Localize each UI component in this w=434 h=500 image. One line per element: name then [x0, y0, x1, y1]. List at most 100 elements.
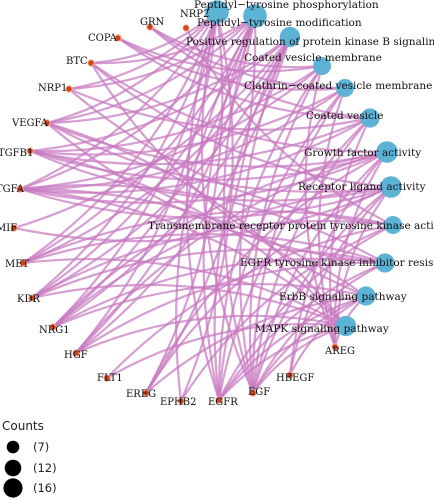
edge-pym-nrg1: [52, 15, 257, 328]
gene-label-egf: EGF: [248, 387, 270, 398]
edge-ccv-copa: [117, 37, 346, 91]
gene-label-areg: AREG: [324, 346, 355, 357]
edge-trk-kdr: [31, 220, 394, 299]
gene-node-grn: [146, 23, 154, 31]
term-label-mapk: MAPK signaling pathway: [255, 323, 389, 335]
gene-node-ereg: [142, 389, 150, 397]
gene-node-copa: [114, 34, 122, 42]
term-label-pym: Peptidyl−tyrosine modification: [197, 17, 362, 29]
edge-gfa-egf: [251, 151, 388, 394]
edge-trk-nrp2: [185, 27, 394, 226]
edge-pyp-tgfa: [19, 11, 218, 191]
gene-node-hgf: [72, 349, 80, 357]
legend-size-marker-12: [4, 459, 22, 477]
edge-erbb-egf: [252, 294, 367, 394]
term-label-erbb: ErbB signaling pathway: [279, 291, 407, 303]
gene-label-tgfa: TGFA: [0, 184, 25, 195]
gene-label-copa: COPA: [88, 33, 118, 44]
edge-gfa-ereg: [145, 151, 388, 394]
edge-egfr_tki-met: [22, 232, 386, 265]
gene-label-egfr: EGFR: [208, 397, 238, 408]
term-node-pkb: [279, 26, 301, 48]
edge-mapk-met: [22, 257, 347, 327]
term-label-gfa: Growth factor activity: [304, 147, 421, 159]
edge-erbb-hbegf: [289, 295, 367, 376]
edge-erbb-btc: [90, 62, 367, 298]
term-node-ccv: [336, 79, 354, 97]
gene-label-nrp1: NRP1: [38, 83, 67, 94]
gene-node-areg: [331, 343, 339, 351]
edge-egfr_tki-kdr: [31, 248, 386, 300]
term-label-pkb: Positive regulation of protein kinase B …: [186, 36, 434, 48]
term-node-layer: [205, 0, 402, 337]
edge-ccv-areg: [317, 87, 347, 348]
term-label-trk: Transmembrane receptor protein tyrosine …: [148, 220, 434, 232]
edge-egfr_tki-hgf: [75, 261, 386, 354]
legend-label-7: (7): [33, 440, 49, 454]
legend-label-12: (12): [33, 461, 57, 475]
legend-size-marker-7: [6, 440, 20, 454]
edge-mapk-hgf: [75, 314, 347, 355]
edge-gfa-btc: [90, 62, 388, 154]
term-node-egfr_tki: [375, 253, 395, 273]
edge-cv-grn: [149, 26, 371, 120]
edge-pkb-tgfb1: [29, 36, 291, 153]
edge-rla-tgfa: [19, 185, 392, 219]
term-node-pym: [243, 4, 267, 28]
edge-pym-nrp1: [68, 15, 256, 91]
gene-node-hbegf: [286, 371, 294, 379]
gene-node-egfr: [215, 396, 223, 404]
gene-node-tgfa: [16, 185, 24, 193]
edge-cv-copa: [117, 37, 371, 120]
edge-pym-vegfa: [46, 15, 256, 125]
gene-node-mif: [10, 224, 18, 232]
gene-label-ereg: EREG: [126, 389, 156, 400]
edge-cvm-egfr: [217, 65, 323, 401]
gene-node-btc: [87, 59, 95, 67]
edge-mapk-egfr: [218, 324, 347, 401]
gene-label-grn: GRN: [140, 17, 165, 28]
edge-rla-vegfa: [46, 122, 392, 193]
edge-layer: [13, 11, 394, 402]
gene-label-flt1: FLT1: [97, 373, 123, 384]
gene-label-met: MET: [5, 259, 30, 270]
gene-node-kdr: [28, 294, 36, 302]
gene-label-vegfa: VEGFA: [11, 118, 49, 129]
gene-node-egf: [249, 389, 257, 397]
term-node-cvm: [313, 57, 331, 75]
gene-label-mif: MIF: [0, 223, 17, 234]
edge-rla-btc: [90, 62, 392, 189]
edge-erbb-ereg: [145, 294, 367, 394]
edge-trk-egfr: [218, 224, 394, 401]
legend-label-16: (16): [33, 481, 57, 495]
term-label-egfr_tki: EGFR tyrosine kinase inhibitor resistanc…: [240, 257, 434, 269]
gene-label-ephb2: EPHB2: [160, 397, 196, 408]
edge-gfa-tgfb1: [29, 149, 388, 182]
edge-mapk-egf: [252, 324, 347, 394]
gene-node-ephb2: [177, 397, 185, 405]
term-node-cv: [360, 108, 380, 128]
gene-label-kdr: KDR: [17, 294, 40, 305]
gene-node-nrg1: [49, 323, 57, 331]
gene-label-nrp2: NRP2: [180, 9, 209, 20]
edge-cv-tgfa: [19, 117, 371, 194]
term-label-rla: Receptor ligand activity: [298, 181, 426, 193]
term-label-cvm: Coated vesicle membrane: [244, 52, 382, 64]
edge-mapk-tgfb1: [29, 149, 347, 327]
term-node-erbb: [356, 286, 376, 306]
edge-cv-egf: [251, 117, 371, 394]
edge-pkb-vegfa: [46, 36, 291, 125]
edge-cvm-grn: [149, 26, 323, 69]
edge-mapk-flt1: [106, 323, 347, 379]
edge-rla-nrg1: [52, 185, 392, 328]
edge-cvm-tgfa: [19, 65, 323, 191]
edge-mapk-kdr: [31, 283, 347, 328]
edge-pyp-btc: [90, 11, 218, 65]
edge-gfa-nrg1: [52, 150, 388, 328]
gene-node-met: [19, 259, 27, 267]
edge-pyp-nrp1: [68, 11, 218, 91]
edge-egfr_tki-nrg1: [52, 257, 386, 328]
term-node-mapk: [335, 315, 357, 337]
gene-node-layer: [10, 23, 339, 405]
